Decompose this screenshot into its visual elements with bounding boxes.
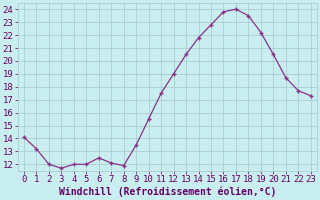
X-axis label: Windchill (Refroidissement éolien,°C): Windchill (Refroidissement éolien,°C) bbox=[59, 187, 276, 197]
